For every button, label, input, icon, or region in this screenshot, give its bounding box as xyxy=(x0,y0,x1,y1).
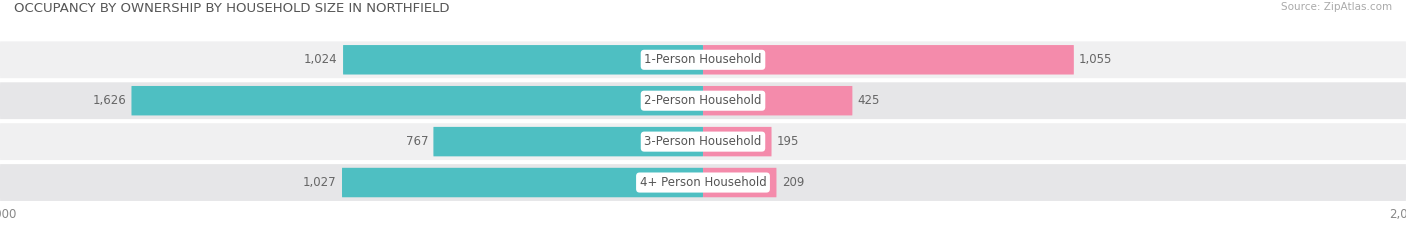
Text: Source: ZipAtlas.com: Source: ZipAtlas.com xyxy=(1281,2,1392,12)
FancyBboxPatch shape xyxy=(0,82,1406,119)
Text: 3-Person Household: 3-Person Household xyxy=(644,135,762,148)
FancyBboxPatch shape xyxy=(0,123,1406,160)
Text: 4+ Person Household: 4+ Person Household xyxy=(640,176,766,189)
Text: 767: 767 xyxy=(405,135,427,148)
FancyBboxPatch shape xyxy=(0,164,1406,201)
FancyBboxPatch shape xyxy=(433,127,703,156)
FancyBboxPatch shape xyxy=(0,41,1406,78)
Text: 209: 209 xyxy=(782,176,804,189)
Text: 1,027: 1,027 xyxy=(304,176,337,189)
FancyBboxPatch shape xyxy=(703,127,772,156)
Text: 425: 425 xyxy=(858,94,880,107)
FancyBboxPatch shape xyxy=(703,168,776,197)
Text: 1,055: 1,055 xyxy=(1080,53,1112,66)
Text: OCCUPANCY BY OWNERSHIP BY HOUSEHOLD SIZE IN NORTHFIELD: OCCUPANCY BY OWNERSHIP BY HOUSEHOLD SIZE… xyxy=(14,2,450,15)
Text: 1-Person Household: 1-Person Household xyxy=(644,53,762,66)
Text: 1,626: 1,626 xyxy=(93,94,127,107)
FancyBboxPatch shape xyxy=(343,45,703,75)
Text: 195: 195 xyxy=(778,135,799,148)
FancyBboxPatch shape xyxy=(131,86,703,115)
Text: 2-Person Household: 2-Person Household xyxy=(644,94,762,107)
Text: 1,024: 1,024 xyxy=(304,53,337,66)
FancyBboxPatch shape xyxy=(703,86,852,115)
FancyBboxPatch shape xyxy=(342,168,703,197)
FancyBboxPatch shape xyxy=(703,45,1074,75)
